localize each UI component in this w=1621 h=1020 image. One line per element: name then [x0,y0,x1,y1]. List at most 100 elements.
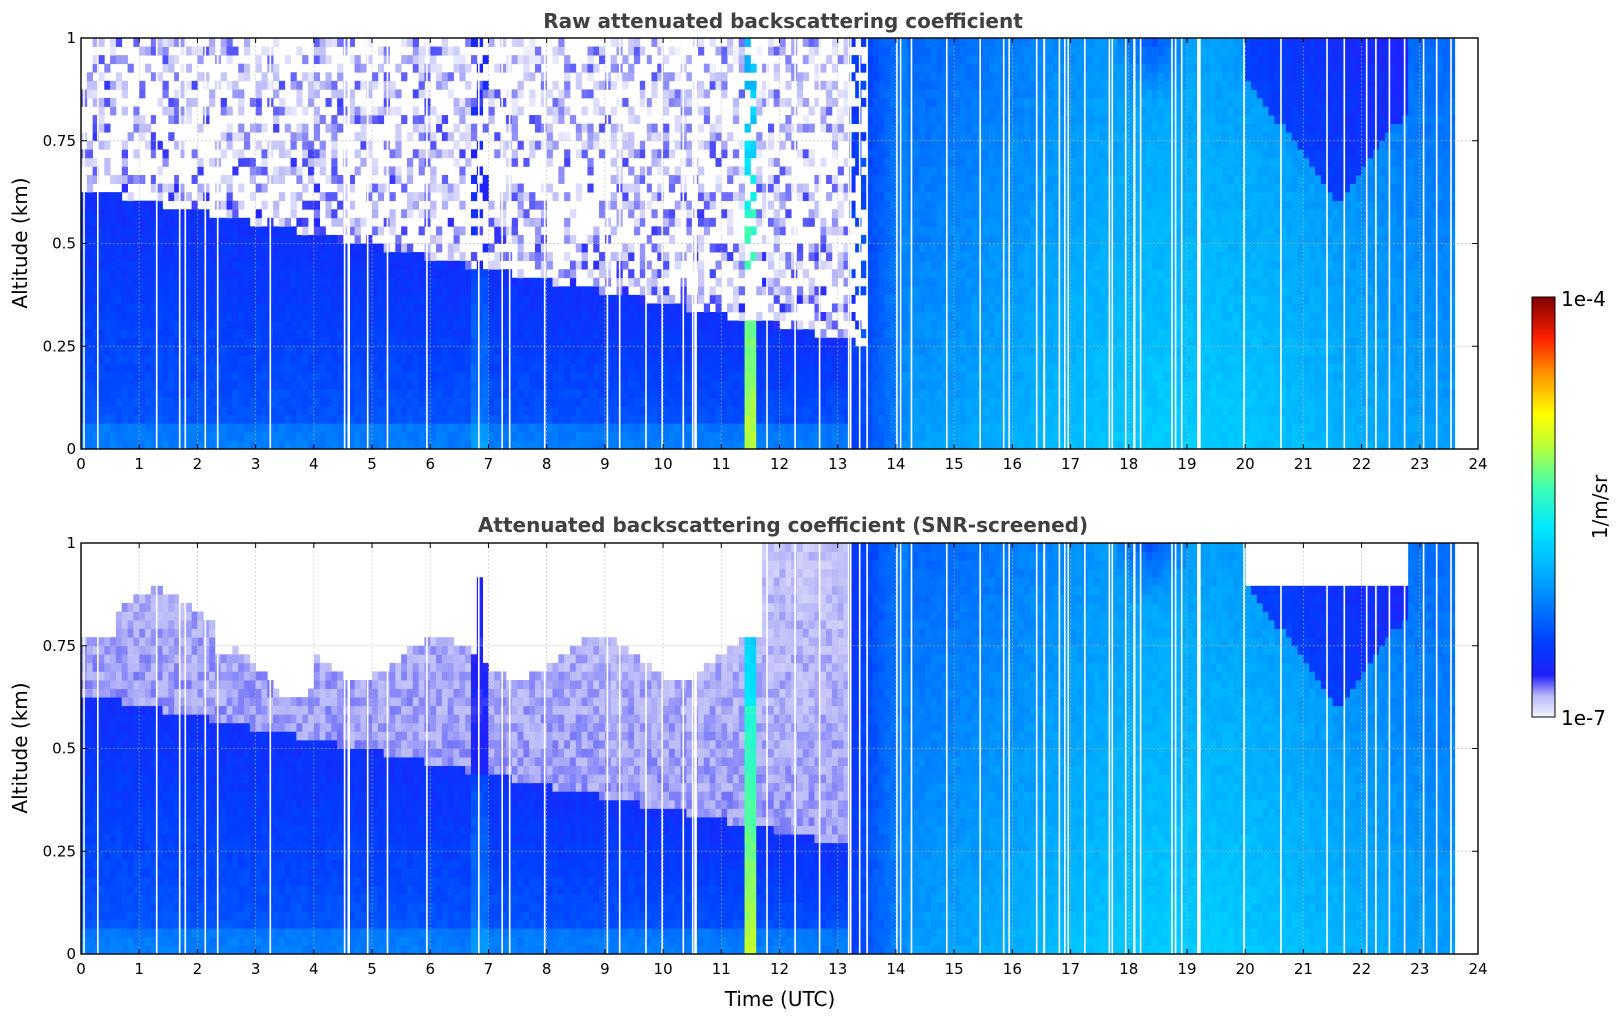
heatmap-cell [569,406,577,416]
heatmap-cell [645,234,652,244]
heatmap-cell [372,286,379,296]
heatmap-cell [98,226,105,236]
heatmap-cell [494,269,501,279]
heatmap-cell [645,200,652,210]
heatmap-cell [243,389,251,399]
heatmap-cell [884,440,891,450]
heatmap-cell [395,123,402,133]
heatmap-cell [366,380,373,390]
heatmap-cell [115,55,123,65]
heatmap-cell [441,72,449,82]
heatmap-cell [791,389,798,399]
heatmap-cell [639,431,647,441]
heatmap-cell [558,132,565,142]
heatmap-cell [185,346,192,356]
heatmap-cell [191,286,198,296]
heatmap-cell [92,55,99,65]
heatmap-cell [255,371,262,381]
heatmap-cell [313,80,321,90]
heatmap-cell [290,303,297,313]
heatmap-cell [482,440,489,450]
heatmap-cell [209,354,216,364]
heatmap-cell [738,140,745,150]
heatmap-cell [884,200,891,210]
heatmap-cell [808,106,815,116]
heatmap-cell [179,217,187,227]
heatmap-cell [337,277,344,287]
heatmap-cell [412,303,420,313]
heatmap-cell [482,346,489,356]
heatmap-cell [476,320,484,330]
heatmap-cell [133,175,140,184]
heatmap-cell [738,312,745,321]
heatmap-cell [657,346,664,356]
heatmap-cell [389,312,396,321]
heatmap-cell [919,217,926,227]
heatmap-cell [633,183,641,193]
heatmap-cell [203,252,210,262]
heatmap-cell [348,260,355,270]
heatmap-cell [401,260,408,270]
heatmap-cell [698,234,705,244]
heatmap-cell [639,269,647,279]
heatmap-cell [855,89,862,99]
heatmap-cell [651,397,658,407]
heatmap-cell [866,226,874,236]
heatmap-cell [92,209,99,219]
heatmap-cell [337,423,344,433]
heatmap-cell [587,406,594,416]
heatmap-cell [511,303,518,313]
heatmap-cell [273,243,280,253]
heatmap-cell [284,380,291,390]
heatmap-cell [779,97,786,107]
heatmap-cell [517,209,524,219]
heatmap-cell [796,371,804,381]
heatmap-cell [261,234,268,244]
heatmap-cell [319,431,326,441]
heatmap-cell [290,277,297,287]
heatmap-cell [651,380,658,390]
heatmap-cell [121,423,128,433]
heatmap-cell [273,252,280,262]
heatmap-cell [110,46,117,56]
heatmap-cell [243,140,251,150]
heatmap-cell [110,226,117,236]
heatmap-cell [907,389,914,399]
heatmap-cell [348,371,355,381]
heatmap-cell [872,80,879,90]
heatmap-cell [372,260,379,270]
heatmap-cell [197,380,204,390]
heatmap-cell [791,72,798,82]
heatmap-cell [791,226,798,236]
heatmap-cell [878,89,885,99]
heatmap-cell [115,406,123,416]
heatmap-cell [703,303,711,313]
heatmap-cell [895,277,903,287]
heatmap-cell [593,46,600,56]
heatmap-cell [121,320,128,330]
heatmap-cell [145,346,152,356]
heatmap-cell [721,252,728,262]
heatmap-cell [325,337,332,347]
heatmap-cell [843,346,850,356]
heatmap-cell [179,337,187,347]
heatmap-cell [377,286,385,296]
heatmap-cell [698,243,705,253]
heatmap-cell [756,354,763,364]
heatmap-cell [738,38,745,47]
heatmap-cell [762,252,769,262]
heatmap-cell [220,329,227,339]
heatmap-cell [564,363,571,373]
heatmap-cell [290,132,297,142]
heatmap-cell [750,226,757,236]
heatmap-cell [209,89,216,99]
heatmap-cell [418,46,425,56]
heatmap-cell [703,226,711,236]
heatmap-cell [348,303,355,313]
heatmap-cell [529,294,536,304]
heatmap-cell [657,294,664,304]
heatmap-cell [459,132,466,142]
heatmap-cell [127,226,134,236]
heatmap-cell [226,252,233,262]
heatmap-cell [302,200,309,210]
